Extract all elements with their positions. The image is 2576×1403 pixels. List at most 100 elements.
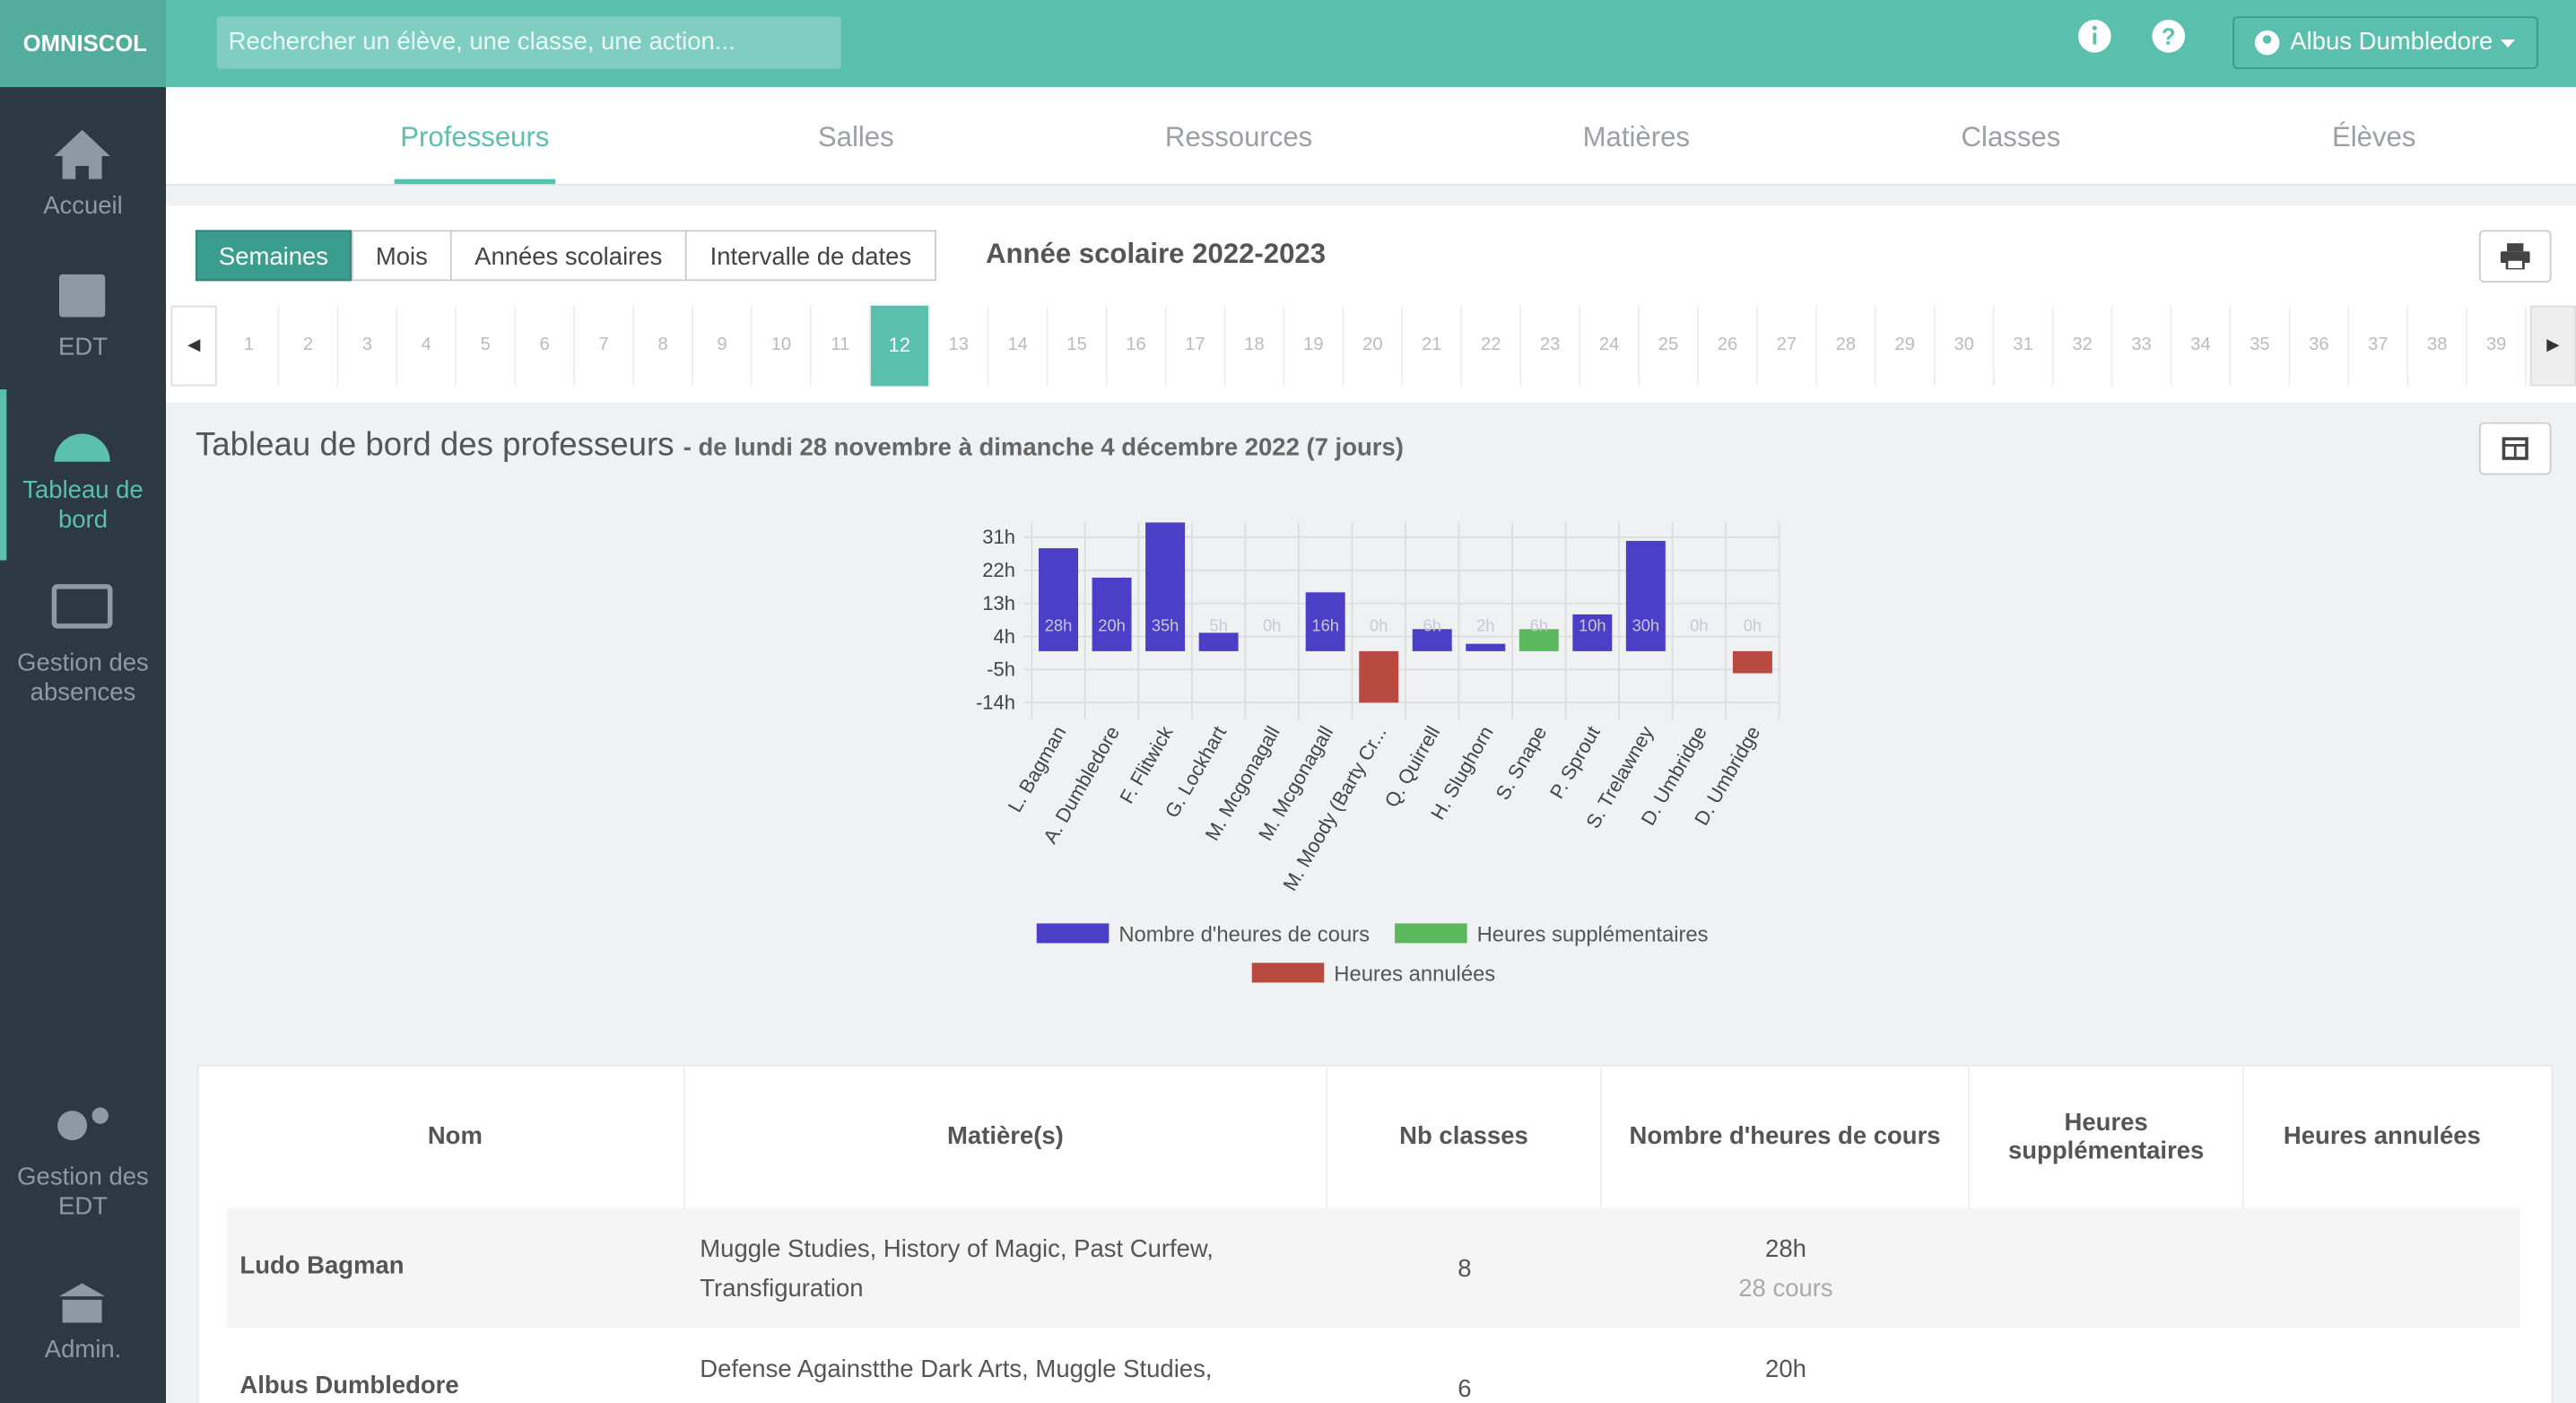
week[interactable]: 34 [2171, 305, 2232, 387]
svg-text:?: ? [2162, 24, 2176, 49]
nav-item[interactable]: Tableau de bord [22, 476, 144, 535]
help-icons[interactable]: ? [2076, 18, 2191, 57]
next-week[interactable]: ▶ [2529, 305, 2576, 387]
week[interactable]: 6 [516, 305, 576, 387]
week[interactable]: 29 [1875, 305, 1936, 387]
y-tick-label: -5h [987, 658, 1015, 681]
week[interactable]: 39 [2467, 305, 2528, 387]
row-bg [226, 1207, 2520, 1328]
tab[interactable]: Élèves [2331, 121, 2416, 153]
bar [1466, 643, 1506, 651]
week[interactable]: 27 [1757, 305, 1817, 387]
week[interactable]: 37 [2349, 305, 2409, 387]
print-icon [2500, 243, 2530, 270]
week[interactable]: 17 [1166, 305, 1226, 387]
week[interactable]: 36 [2290, 305, 2350, 387]
tab[interactable]: Classes [1961, 121, 2061, 153]
week[interactable]: 19 [1284, 305, 1345, 387]
week[interactable]: 5 [457, 305, 517, 387]
period-button[interactable]: Mois [351, 230, 452, 282]
week[interactable]: 3 [338, 305, 398, 387]
column-header: Heures supplémentaires [1970, 1064, 2245, 1208]
column-header: Nombre d'heures de cours [1602, 1064, 1971, 1208]
week[interactable]: 4 [397, 305, 457, 387]
nav-item[interactable]: Gestion des absences [17, 649, 149, 707]
data-label: 0h [1690, 615, 1708, 634]
x-tick-label: M. Moody (Barty Cr... [1278, 722, 1390, 894]
week[interactable]: 14 [988, 305, 1049, 387]
column-header: Nb classes [1327, 1064, 1602, 1208]
bar [1572, 614, 1613, 651]
week[interactable]: 26 [1698, 305, 1758, 387]
week[interactable]: 25 [1639, 305, 1699, 387]
sidebar-icons [0, 129, 113, 1323]
user-menu[interactable] [2232, 16, 2538, 69]
week[interactable]: 38 [2408, 305, 2468, 387]
tab[interactable]: Professeurs [400, 121, 550, 153]
column-header: Heures annulées [2283, 1122, 2481, 1151]
week[interactable]: 2 [279, 305, 339, 387]
bar [1412, 629, 1452, 651]
tab[interactable]: Salles [817, 121, 894, 153]
school-year: Année scolaire 2022-2023 [985, 238, 1327, 270]
x-tick-label: P. Sprout [1545, 722, 1605, 802]
column-header: Nom [227, 1064, 685, 1208]
user-icon [2254, 30, 2280, 56]
week[interactable]: 31 [1994, 305, 2054, 387]
cell-name: Albus Dumbledore [239, 1372, 459, 1400]
nav-item[interactable]: Admin. [44, 1336, 122, 1364]
data-label: 0h [1263, 615, 1281, 634]
period-button[interactable]: Intervalle de dates [684, 230, 937, 282]
data-label: 28h [1045, 615, 1073, 634]
legend-label: Heures supplémentaires [1477, 923, 1709, 947]
week[interactable]: 21 [1403, 305, 1463, 387]
week[interactable]: 23 [1521, 305, 1581, 387]
week[interactable]: 11 [811, 305, 871, 387]
week[interactable]: 33 [2112, 305, 2172, 387]
cell-subjects: Defense Againstthe Dark Arts, Muggle Stu… [700, 1355, 1213, 1384]
period-button[interactable]: Semaines [195, 230, 352, 282]
nav-item[interactable]: EDT [58, 333, 108, 362]
week[interactable]: 12 [870, 305, 930, 387]
week[interactable]: 10 [752, 305, 812, 387]
cell-hours: 28h [1765, 1235, 1806, 1264]
nav-item[interactable]: Gestion des EDT [17, 1163, 149, 1221]
legend-swatch [1395, 923, 1467, 944]
week[interactable]: 28 [1816, 305, 1876, 387]
period-button[interactable]: Années scolaires [449, 230, 687, 282]
prev-week[interactable]: ◀ [170, 305, 217, 387]
week[interactable]: 32 [2053, 305, 2113, 387]
legend-swatch [1251, 963, 1325, 983]
logo: OMNISCOL [22, 29, 147, 57]
week[interactable]: 15 [1048, 305, 1108, 387]
data-label: 10h [1579, 615, 1606, 634]
week[interactable]: 18 [1225, 305, 1285, 387]
week[interactable]: 22 [1462, 305, 1522, 387]
tab[interactable]: Ressources [1164, 121, 1313, 153]
bar [1039, 548, 1079, 651]
week[interactable]: 7 [575, 305, 635, 387]
legend-label: Nombre d'heures de cours [1118, 923, 1370, 947]
column-header: Matière(s) [685, 1064, 1327, 1208]
week[interactable]: 13 [929, 305, 989, 387]
week[interactable]: 30 [1935, 305, 1995, 387]
bar [1732, 650, 1772, 674]
week[interactable]: 20 [1344, 305, 1404, 387]
y-tick-label: 13h [982, 592, 1015, 614]
caret [2500, 39, 2516, 48]
week[interactable]: 1 [220, 305, 280, 387]
sidebar [0, 0, 166, 1403]
week[interactable]: 35 [2231, 305, 2291, 387]
search[interactable]: Rechercher un élève, une classe, une act… [216, 16, 841, 69]
nav-item[interactable]: Accueil [43, 192, 123, 221]
week[interactable]: 24 [1580, 305, 1640, 387]
week[interactable]: 9 [692, 305, 753, 387]
tab[interactable]: Matières [1582, 121, 1691, 153]
cell-subjects: Muggle Studies, History of Magic, Past C… [700, 1235, 1214, 1303]
week[interactable]: 8 [634, 305, 693, 387]
dashboard-heading: Tableau de bord des professeurs - de lun… [196, 427, 1404, 465]
cell-courses: 28 cours [1738, 1275, 1833, 1303]
week[interactable]: 16 [1107, 305, 1167, 387]
bar [1092, 577, 1132, 651]
